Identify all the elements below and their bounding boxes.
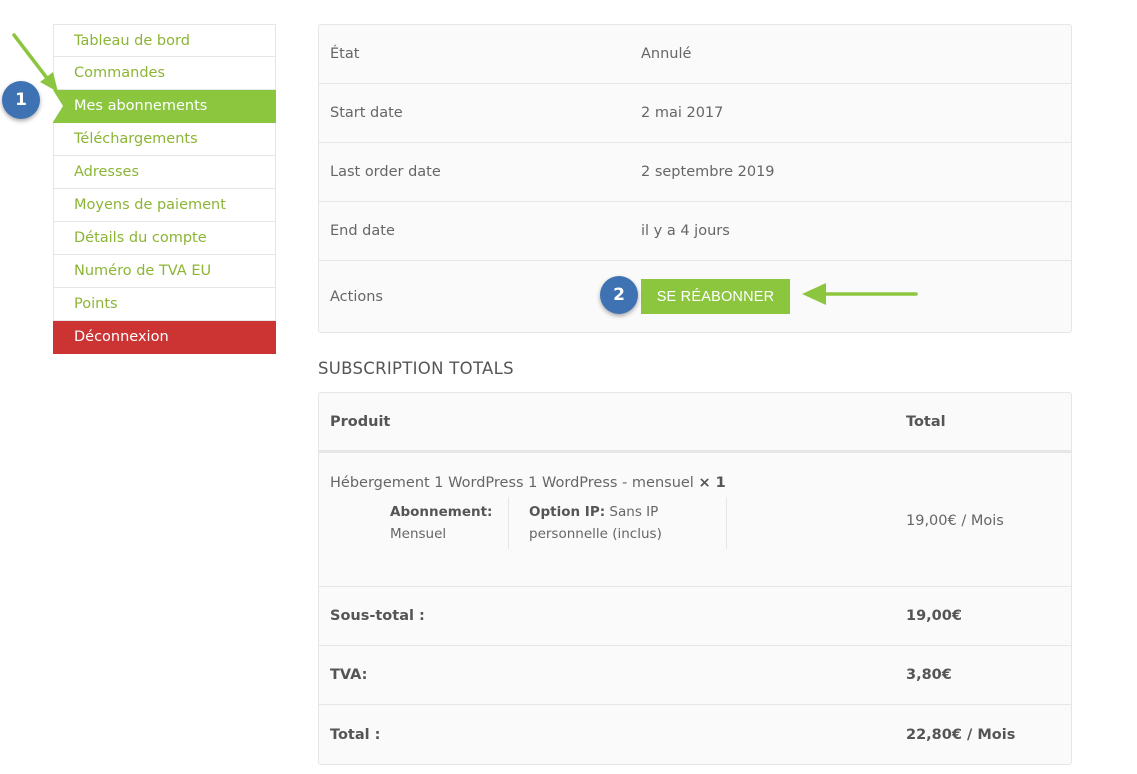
meta-key: Option IP: (529, 504, 606, 520)
detail-label: End date (330, 223, 395, 239)
subscription-details: État Annulé Start date 2 mai 2017 Last o… (318, 24, 1072, 333)
row-label: Sous-total : (330, 608, 425, 624)
nav-item-logout[interactable]: Déconnexion (53, 321, 276, 354)
subtotal-row: Sous-total : 19,00€ (319, 587, 1071, 646)
vat-row: TVA: 3,80€ (319, 646, 1071, 705)
step-badge-2: 2 (600, 276, 638, 314)
meta-item: Option IP: Sans IP personnelle (inclus) (509, 497, 727, 549)
column-header-product: Produit (330, 413, 391, 430)
row-value: 19,00€ (906, 608, 962, 624)
nav-item-orders[interactable]: Commandes (53, 57, 276, 90)
detail-row-start-date: Start date 2 mai 2017 (319, 84, 1071, 143)
table-header: Produit Total (319, 393, 1071, 453)
nav-item-downloads[interactable]: Téléchargements (53, 123, 276, 156)
nav-item-addresses[interactable]: Adresses (53, 156, 276, 189)
row-value: 3,80€ (906, 667, 952, 683)
row-label: TVA: (330, 667, 368, 683)
detail-row-actions: Actions SE RÉABONNER (319, 261, 1071, 332)
detail-row-status: État Annulé (319, 25, 1071, 84)
product-cell: Hébergement 1 WordPress 1 WordPress - me… (319, 453, 906, 549)
detail-value: SE RÉABONNER (641, 279, 1071, 314)
nav-item-subscriptions[interactable]: Mes abonnements (53, 90, 276, 123)
row-value: 22,80€ / Mois (906, 726, 1016, 743)
subscription-totals-heading: SUBSCRIPTION TOTALS (318, 359, 514, 378)
detail-value: 2 septembre 2019 (641, 164, 775, 180)
detail-row-end-date: End date il y a 4 jours (319, 202, 1071, 261)
detail-value: il y a 4 jours (641, 223, 730, 239)
nav-item-payment-methods[interactable]: Moyens de paiement (53, 189, 276, 222)
meta-item: Abonnement: Mensuel (379, 497, 509, 549)
product-price: 19,00€ / Mois (906, 513, 1004, 529)
table-row: Hébergement 1 WordPress 1 WordPress - me… (319, 453, 1071, 587)
total-row: Total : 22,80€ / Mois (319, 705, 1071, 764)
meta-value: Sans IP personnelle (inclus) (529, 504, 662, 542)
nav-item-vat-number[interactable]: Numéro de TVA EU (53, 255, 276, 288)
arrow-icon (12, 33, 58, 92)
column-header-total: Total (906, 413, 946, 430)
product-quantity: × 1 (698, 475, 726, 491)
row-label: Total : (330, 726, 381, 743)
step-badge-1: 1 (2, 81, 40, 119)
detail-label: Start date (330, 105, 403, 121)
detail-label: État (330, 46, 360, 62)
nav-item-dashboard[interactable]: Tableau de bord (53, 24, 276, 57)
nav-item-points[interactable]: Points (53, 288, 276, 321)
detail-row-last-order-date: Last order date 2 septembre 2019 (319, 143, 1071, 202)
nav-item-account-details[interactable]: Détails du compte (53, 222, 276, 255)
product-name: Hébergement 1 WordPress 1 WordPress - me… (330, 475, 694, 491)
arrow-icon (802, 283, 918, 305)
meta-key: Abonnement: (390, 504, 493, 520)
detail-value: 2 mai 2017 (641, 105, 724, 121)
subscription-totals-table: Produit Total Hébergement 1 WordPress 1 … (318, 392, 1072, 765)
resubscribe-button[interactable]: SE RÉABONNER (641, 279, 790, 314)
detail-value: Annulé (641, 46, 692, 62)
product-meta: Abonnement: Mensuel Option IP: Sans IP p… (379, 497, 906, 549)
detail-label: Last order date (330, 164, 441, 180)
detail-label: Actions (330, 288, 383, 305)
account-navigation: Tableau de bord Commandes Mes abonnement… (53, 24, 276, 354)
meta-value: Mensuel (390, 526, 447, 542)
